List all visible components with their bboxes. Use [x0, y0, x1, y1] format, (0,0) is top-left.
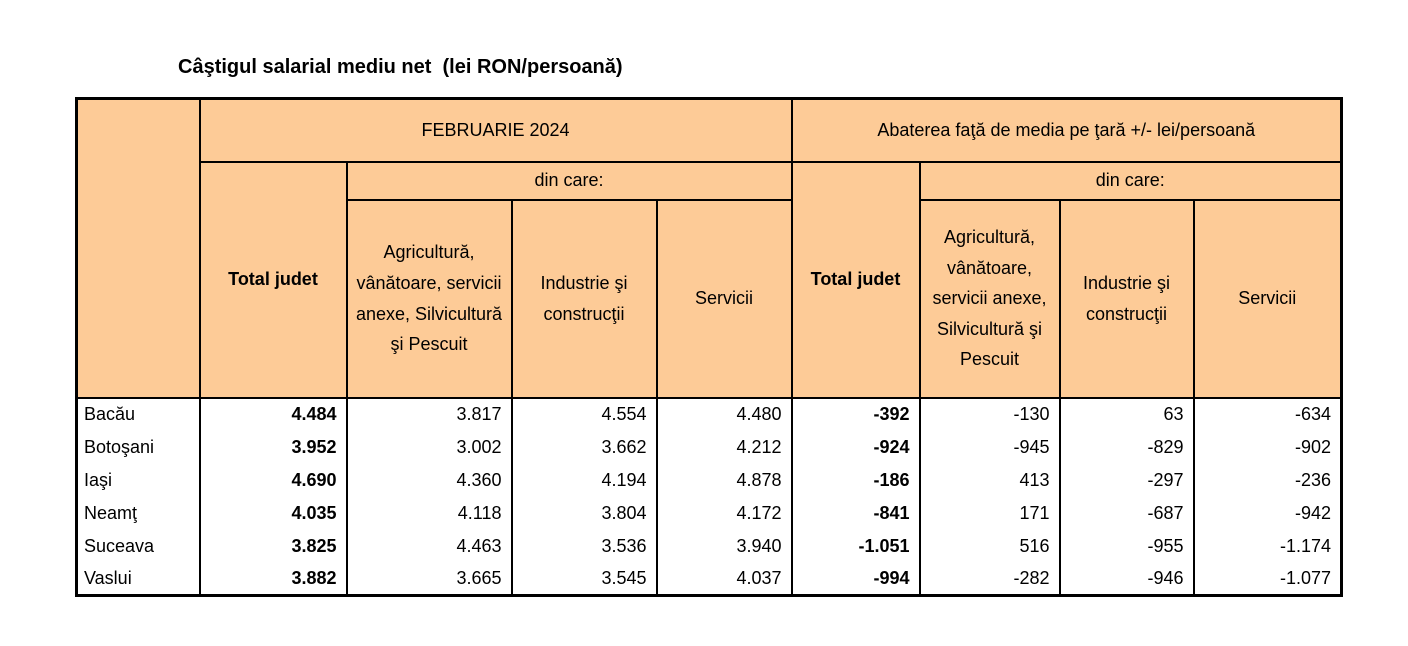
value-cell-industry-deviation: -946 [1058, 562, 1195, 596]
sector-header-services-deviation: Servicii [1192, 198, 1343, 399]
value-cell-industry-february: 3.662 [510, 430, 658, 464]
value-cell-industry-deviation: -955 [1058, 529, 1195, 563]
total-judet-header-deviation: Total judet [790, 160, 921, 399]
table-row-bacau: Bacău 4.484 3.817 4.554 4.480 -392 -130 … [75, 397, 1343, 431]
value-cell-services-february: 4.878 [655, 463, 793, 497]
sector-header-agriculture-deviation: Agricultură, vânătoare, servicii anexe, … [918, 198, 1061, 399]
county-cell: Neamţ [75, 496, 201, 530]
county-cell: Vaslui [75, 562, 201, 596]
value-cell-total-deviation: -924 [790, 430, 921, 464]
value-cell-agriculture-deviation: 516 [918, 529, 1061, 563]
din-care-header-deviation: din care: [918, 160, 1343, 201]
value-cell-services-deviation: -1.077 [1192, 562, 1343, 596]
table-row-suceava: Suceava 3.825 4.463 3.536 3.940 -1.051 5… [75, 529, 1343, 563]
value-cell-services-february: 4.037 [655, 562, 793, 596]
sector-header-industry-february: Industrie şi construcţii [510, 198, 658, 399]
value-cell-agriculture-february: 3.817 [345, 397, 513, 431]
value-cell-services-deviation: -236 [1192, 463, 1343, 497]
value-cell-services-february: 4.212 [655, 430, 793, 464]
value-cell-total-february: 4.035 [198, 496, 348, 530]
value-cell-agriculture-deviation: -130 [918, 397, 1061, 431]
corner-cell [75, 97, 201, 399]
header-row-sectors: Agricultură, vânătoare, servicii anexe, … [77, 198, 1343, 399]
value-cell-agriculture-february: 3.002 [345, 430, 513, 464]
value-cell-agriculture-february: 4.463 [345, 529, 513, 563]
total-judet-header-february: Total judet [198, 160, 348, 399]
value-cell-total-february: 3.952 [198, 430, 348, 464]
month-group-header: FEBRUARIE 2024 [198, 97, 793, 163]
sector-header-agriculture-february: Agricultură, vânătoare, servicii anexe, … [345, 198, 513, 399]
deviation-group-header: Abaterea faţă de media pe ţară +/- lei/p… [790, 97, 1343, 163]
value-cell-services-deviation: -634 [1192, 397, 1343, 431]
value-cell-agriculture-february: 4.360 [345, 463, 513, 497]
value-cell-agriculture-deviation: 413 [918, 463, 1061, 497]
value-cell-agriculture-deviation: -945 [918, 430, 1061, 464]
page-title: Câştigul salarial mediu net (lei RON/per… [178, 56, 623, 78]
value-cell-industry-deviation: -687 [1058, 496, 1195, 530]
value-cell-total-deviation: -994 [790, 562, 921, 596]
din-care-header-february: din care: [345, 160, 793, 201]
value-cell-total-deviation: -841 [790, 496, 921, 530]
table-row-botosani: Botoşani 3.952 3.002 3.662 4.212 -924 -9… [75, 430, 1343, 464]
value-cell-industry-deviation: -297 [1058, 463, 1195, 497]
value-cell-total-february: 3.825 [198, 529, 348, 563]
value-cell-industry-february: 4.194 [510, 463, 658, 497]
county-cell: Bacău [75, 397, 201, 431]
value-cell-industry-february: 3.804 [510, 496, 658, 530]
value-cell-total-deviation: -1.051 [790, 529, 921, 563]
county-cell: Suceava [75, 529, 201, 563]
value-cell-services-deviation: -942 [1192, 496, 1343, 530]
value-cell-agriculture-february: 3.665 [345, 562, 513, 596]
value-cell-agriculture-february: 4.118 [345, 496, 513, 530]
salary-table: FEBRUARIE 2024 Abaterea faţă de media pe… [75, 97, 1343, 597]
value-cell-agriculture-deviation: -282 [918, 562, 1061, 596]
value-cell-industry-february: 3.545 [510, 562, 658, 596]
header-row-subgroups: Total judet din care: Total judet din ca… [77, 160, 1343, 399]
value-cell-industry-february: 3.536 [510, 529, 658, 563]
sector-header-services-february: Servicii [655, 198, 793, 399]
sector-header-industry-deviation: Industrie şi construcţii [1058, 198, 1195, 399]
value-cell-industry-february: 4.554 [510, 397, 658, 431]
value-cell-industry-deviation: 63 [1058, 397, 1195, 431]
county-cell: Iaşi [75, 463, 201, 497]
table-row-vaslui: Vaslui 3.882 3.665 3.545 4.037 -994 -282… [75, 562, 1343, 596]
value-cell-total-february: 4.690 [198, 463, 348, 497]
value-cell-services-deviation: -1.174 [1192, 529, 1343, 563]
value-cell-total-deviation: -392 [790, 397, 921, 431]
value-cell-services-february: 4.172 [655, 496, 793, 530]
value-cell-services-deviation: -902 [1192, 430, 1343, 464]
county-cell: Botoşani [75, 430, 201, 464]
value-cell-agriculture-deviation: 171 [918, 496, 1061, 530]
table-row-iasi: Iaşi 4.690 4.360 4.194 4.878 -186 413 -2… [75, 463, 1343, 497]
table-row-neamt: Neamţ 4.035 4.118 3.804 4.172 -841 171 -… [75, 496, 1343, 530]
value-cell-total-deviation: -186 [790, 463, 921, 497]
value-cell-total-february: 4.484 [198, 397, 348, 431]
value-cell-services-february: 3.940 [655, 529, 793, 563]
value-cell-total-february: 3.882 [198, 562, 348, 596]
header-row-groups: FEBRUARIE 2024 Abaterea faţă de media pe… [75, 97, 1343, 399]
value-cell-services-february: 4.480 [655, 397, 793, 431]
value-cell-industry-deviation: -829 [1058, 430, 1195, 464]
